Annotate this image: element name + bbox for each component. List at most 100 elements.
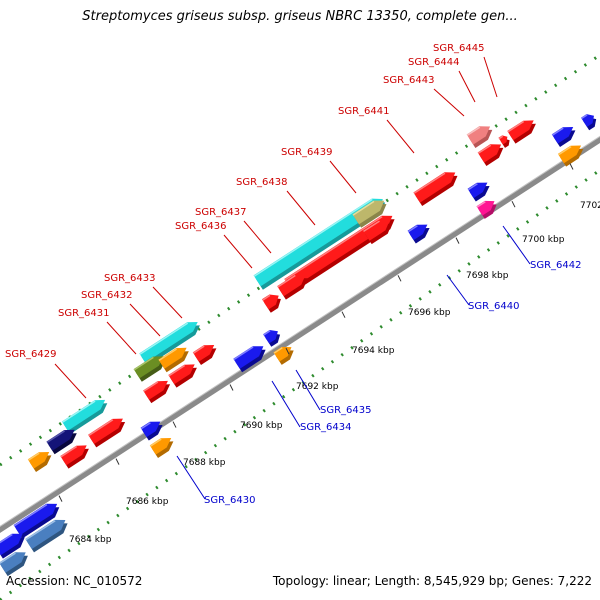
top-gene-label-8[interactable]: SGR_6441 — [338, 106, 390, 117]
gene-feature-7[interactable] — [158, 347, 189, 373]
gene-feature-34[interactable] — [25, 519, 68, 553]
gene-feature-31[interactable] — [140, 421, 163, 441]
gene-feature-8-highlight — [192, 345, 205, 354]
gene-feature-6-body — [133, 356, 164, 379]
top-gene-label-3[interactable]: SGR_6433 — [104, 273, 156, 284]
bottom-gene-label-1[interactable]: SGR_6434 — [300, 422, 352, 433]
gene-feature-22[interactable] — [476, 200, 497, 219]
gene-feature-22-highlight — [476, 201, 486, 208]
gene-feature-15-highlight — [277, 274, 296, 288]
gene-feature-29[interactable] — [263, 330, 281, 347]
gene-feature-7-highlight — [158, 348, 178, 362]
top-gene-label-6[interactable]: SGR_6438 — [236, 177, 288, 188]
gene-feature-7-body — [158, 347, 187, 369]
gene-feature-10-body — [143, 380, 168, 400]
gene-feature-27[interactable] — [407, 224, 430, 244]
gene-feature-25[interactable] — [557, 145, 584, 167]
top-label-connector-3 — [152, 286, 183, 319]
gene-feature-31-highlight — [140, 422, 151, 430]
gene-feature-8[interactable] — [192, 345, 217, 365]
gene-feature-3[interactable] — [60, 445, 89, 469]
gene-feature-0[interactable] — [61, 399, 108, 435]
gene-feature-21-body — [507, 120, 534, 141]
gene-feature-4[interactable] — [27, 452, 52, 472]
gene-feature-26[interactable] — [581, 114, 597, 131]
accession-text: Accession: NC_010572 — [6, 574, 143, 588]
top-gene-label-4[interactable]: SGR_6436 — [175, 221, 227, 232]
top-label-connector-7 — [329, 160, 357, 194]
gene-feature-12-highlight — [352, 200, 375, 216]
gene-feature-33-highlight — [13, 503, 48, 527]
gene-feature-1[interactable] — [46, 429, 77, 455]
gene-feature-14-highlight — [363, 220, 380, 233]
top-label-connector-8 — [386, 119, 415, 154]
scale-tick-label-8: 7700 kbp — [522, 235, 565, 245]
scale-tick-mark-6 — [397, 275, 402, 282]
gene-feature-14[interactable] — [363, 220, 392, 245]
gene-feature-28-body — [233, 346, 264, 369]
scale-tick-mark-3 — [229, 384, 234, 391]
gene-feature-10[interactable] — [143, 380, 171, 404]
gene-feature-9-body — [168, 364, 195, 385]
bottom-gene-label-2[interactable]: SGR_6435 — [320, 405, 372, 416]
gene-feature-36[interactable] — [0, 552, 28, 577]
gene-feature-28[interactable] — [233, 346, 266, 373]
bottom-label-connector-2 — [295, 369, 321, 411]
gene-feature-20-highlight — [498, 135, 504, 140]
gene-feature-23[interactable] — [467, 182, 490, 202]
top-gene-label-10[interactable]: SGR_6444 — [408, 57, 460, 68]
top-gene-label-11[interactable]: SGR_6445 — [433, 43, 485, 54]
gene-feature-15[interactable] — [277, 274, 308, 300]
gene-feature-6[interactable] — [133, 356, 166, 382]
gene-feature-34-highlight — [25, 520, 56, 541]
top-gene-label-7[interactable]: SGR_6439 — [281, 147, 333, 158]
top-gene-label-9[interactable]: SGR_6443 — [383, 75, 435, 86]
bottom-label-connector-1 — [271, 380, 301, 428]
gene-feature-16[interactable] — [262, 294, 281, 313]
gene-feature-11-body — [253, 198, 383, 287]
gene-feature-32[interactable] — [149, 438, 174, 458]
scale-tick-mark-4 — [285, 347, 290, 355]
gene-feature-17-body — [413, 172, 456, 203]
gene-feature-17[interactable] — [413, 172, 458, 206]
scale-tick-mark-9 — [569, 163, 574, 170]
gene-feature-5[interactable] — [139, 322, 200, 366]
gene-feature-23-highlight — [467, 183, 478, 191]
gene-feature-9[interactable] — [168, 364, 197, 388]
top-gene-label-5[interactable]: SGR_6437 — [195, 207, 247, 218]
gene-feature-11[interactable] — [253, 198, 386, 290]
gene-feature-36-highlight — [0, 552, 16, 564]
gene-feature-24-highlight — [551, 127, 564, 136]
topology-summary: Topology: linear; Length: 8,545,929 bp; … — [272, 574, 592, 588]
gene-feature-24[interactable] — [551, 127, 576, 147]
gene-feature-19[interactable] — [477, 144, 504, 166]
gene-feature-12[interactable] — [352, 200, 387, 228]
gene-feature-21-highlight — [507, 120, 525, 133]
gene-feature-33[interactable] — [13, 503, 60, 539]
gene-feature-18[interactable] — [466, 126, 493, 148]
top-gene-label-0[interactable]: SGR_6429 — [5, 349, 57, 360]
gene-feature-33-body — [13, 503, 58, 536]
gene-feature-20[interactable] — [498, 135, 510, 148]
top-gene-label-2[interactable]: SGR_6432 — [81, 290, 133, 301]
gene-feature-34-body — [25, 519, 66, 549]
scale-tick-mark-7 — [455, 237, 460, 244]
bottom-gene-label-0[interactable]: SGR_6430 — [204, 495, 256, 506]
backbone-highlight — [0, 135, 600, 529]
top-gene-label-1[interactable]: SGR_6431 — [58, 308, 110, 319]
gene-feature-3-highlight — [60, 445, 78, 458]
gene-feature-21[interactable] — [507, 120, 536, 144]
top-label-connector-9 — [433, 88, 465, 117]
top-label-connector-0 — [54, 363, 87, 399]
gene-feature-36-body — [0, 552, 26, 573]
gene-feature-2[interactable] — [88, 418, 126, 448]
gene-feature-30-highlight — [273, 347, 283, 354]
gene-feature-16-highlight — [262, 294, 271, 301]
scale-tick-label-2: 7688 kbp — [183, 458, 226, 468]
bottom-gene-label-3[interactable]: SGR_6440 — [468, 301, 520, 312]
gene-feature-35[interactable] — [0, 533, 25, 559]
bottom-gene-label-4[interactable]: SGR_6442 — [530, 260, 582, 271]
genome-backbone — [0, 137, 600, 533]
